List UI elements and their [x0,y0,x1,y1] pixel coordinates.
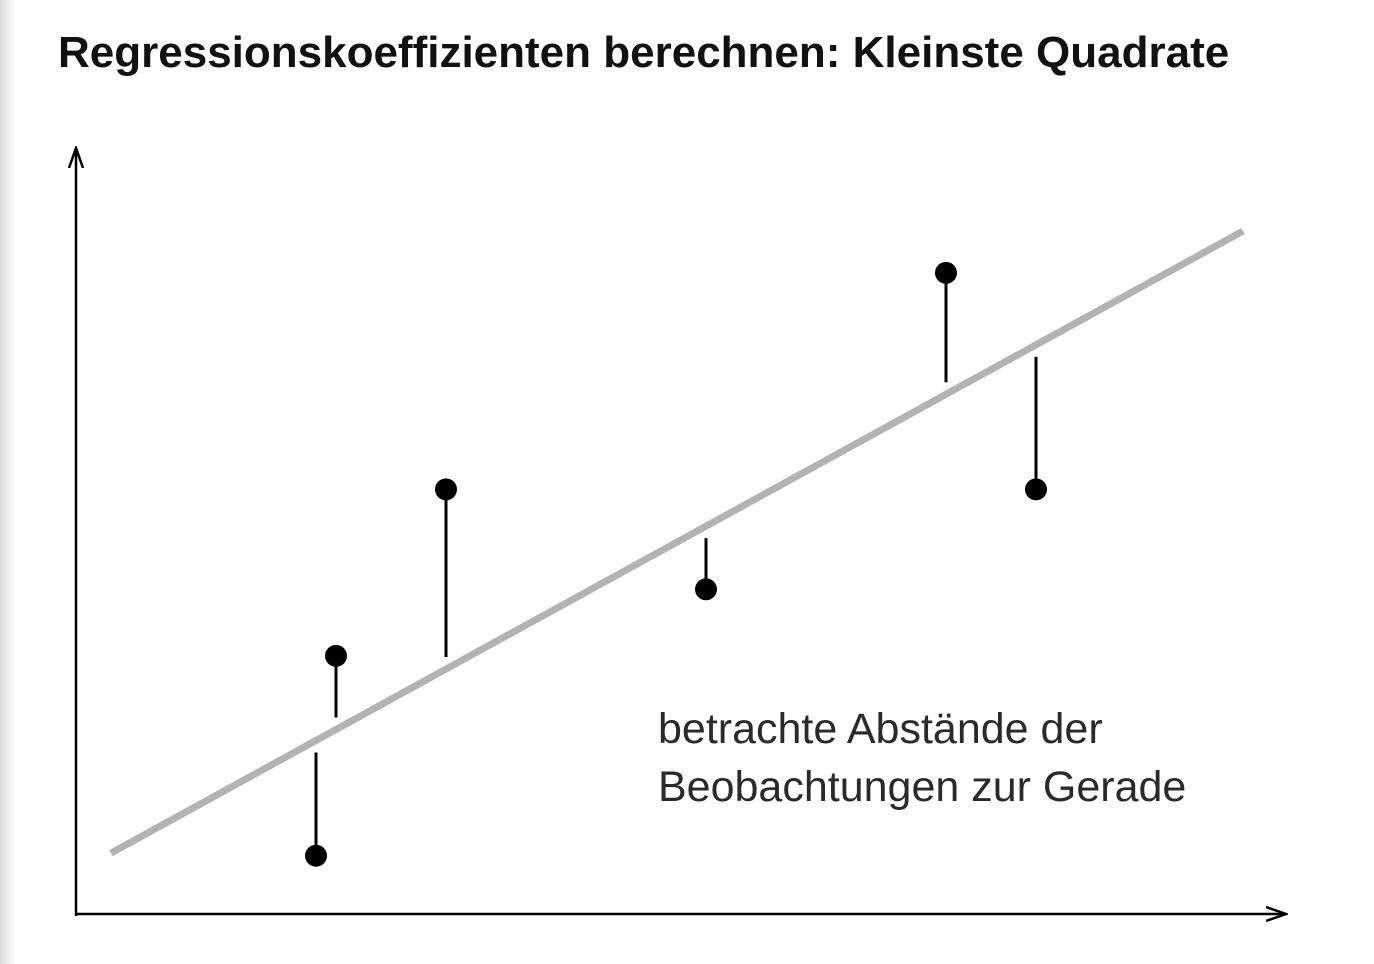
data-point [695,578,717,601]
left-edge-shade [0,0,16,964]
data-point [1025,478,1047,501]
annotation-line-1: betrachte Abstände der [658,705,1103,753]
data-point [435,478,457,501]
residual-lines [314,272,1038,856]
regression-line [109,228,1245,857]
data-point [325,644,347,667]
data-points [305,261,1047,867]
data-point [935,261,957,284]
annotation-line-2: Beobachtungen zur Gerade [658,763,1187,811]
data-point [305,844,327,867]
annotation-text: betrachte Abstände der Beobachtungen zur… [658,700,1186,816]
page-title: Regressionskoeffizienten berechnen: Klei… [58,28,1230,77]
